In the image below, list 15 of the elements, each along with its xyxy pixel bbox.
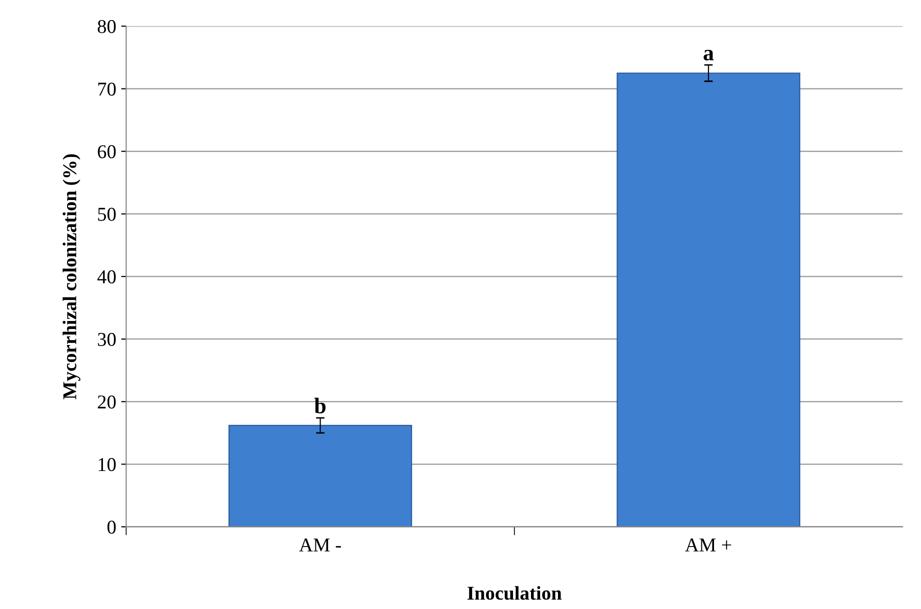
y-tick-label: 80 (98, 20, 116, 34)
y-tick-label: 0 (107, 520, 116, 534)
annotation: b (314, 398, 326, 414)
y-tick-label: 70 (98, 82, 116, 96)
y-tick-label: 20 (98, 395, 116, 409)
y-axis-title: Mycorrhizal colonization (%) (62, 154, 80, 400)
x-axis-title: Inoculation (467, 586, 562, 600)
x-tick-label: AM + (685, 538, 732, 552)
y-tick-label: 50 (98, 208, 116, 221)
y-tick-label: 30 (98, 332, 116, 346)
annotation: a (704, 50, 714, 60)
x-tick-label: AM - (299, 538, 341, 552)
y-tick-label: 40 (97, 270, 116, 284)
y-tick-label: 60 (98, 145, 116, 158)
y-tick-label: 10 (98, 458, 116, 472)
